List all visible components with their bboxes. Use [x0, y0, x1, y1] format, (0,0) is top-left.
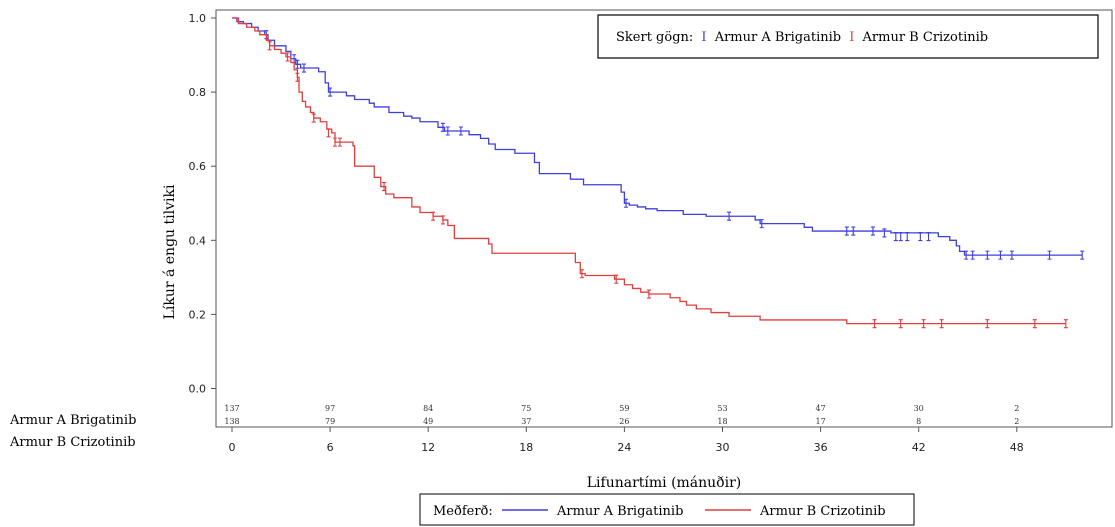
- risk-value-armur-a: 97: [325, 404, 335, 413]
- censor-mark-brigatinib: [328, 87, 333, 97]
- censor-mark-brigatinib: [1080, 250, 1085, 260]
- censor-legend-text: Skert gögn: I Armur A Brigatinib I Armur…: [616, 30, 988, 45]
- censor-mark-crizotinib: [285, 52, 290, 62]
- y-tick-label: 0.8: [189, 86, 207, 99]
- censor-mark-brigatinib: [445, 126, 450, 136]
- censor-mark-crizotinib: [311, 113, 316, 123]
- censor-mark-crizotinib: [985, 319, 990, 329]
- censor-mark-crizotinib: [431, 211, 436, 221]
- censor-mark-crizotinib: [939, 319, 944, 329]
- x-tick-label: 30: [716, 441, 730, 454]
- censor-mark-brigatinib: [893, 232, 898, 242]
- censor-mark-brigatinib: [998, 250, 1003, 260]
- y-axis-title: Líkur á engu tilviki: [162, 184, 178, 319]
- censor-mark-brigatinib: [970, 250, 975, 260]
- survival-line-brigatinib: [232, 17, 1083, 256]
- risk-value-armur-b: 49: [423, 417, 433, 426]
- risk-value-armur-a: 47: [816, 404, 826, 413]
- censor-legend-prefix: Skert gögn:: [616, 30, 693, 45]
- x-tick-label: 0: [229, 441, 236, 454]
- censor-mark-crizotinib: [337, 137, 342, 147]
- x-axis-title: Lifunartími (mánuðir): [587, 475, 742, 491]
- censor-mark-brigatinib: [985, 250, 990, 260]
- risk-value-armur-a: 84: [423, 404, 433, 413]
- censor-legend-item-b: Armur B Crizotinib: [862, 30, 989, 45]
- plot-frame: [215, 9, 1113, 428]
- censor-legend-item-a: Armur A Brigatinib: [714, 30, 841, 45]
- censor-mark-brigatinib: [759, 219, 764, 229]
- censor-mark-brigatinib: [440, 122, 445, 132]
- censor-mark-brigatinib: [458, 126, 463, 136]
- censor-mark-crizotinib: [646, 289, 651, 299]
- y-tick-label: 0.2: [189, 308, 207, 321]
- chart-marks: 0.0 0.2 0.4 0.6 0.8 1.0 0 6 12 18 24 30 36 42 48 137 97 8…: [189, 12, 1085, 454]
- censor-mark-crizotinib: [921, 319, 926, 329]
- risk-row-label-b: Armur B Crizotinib: [9, 435, 136, 450]
- censor-mark-brigatinib: [851, 226, 856, 236]
- risk-value-armur-a: 2: [1014, 404, 1019, 413]
- survival-line-crizotinib: [232, 17, 1066, 325]
- censor-legend: Skert gögn: I Armur A Brigatinib I Armur…: [597, 14, 1099, 59]
- censor-mark-crizotinib: [382, 182, 387, 192]
- x-tick-label: 12: [421, 441, 435, 454]
- censor-marker-b: I: [849, 30, 854, 45]
- x-tick-label: 6: [327, 441, 334, 454]
- x-tick-label: 24: [617, 441, 631, 454]
- censor-mark-crizotinib: [1063, 319, 1068, 329]
- censor-mark-crizotinib: [872, 319, 877, 329]
- risk-value-armur-a: 75: [521, 404, 531, 413]
- censor-mark-crizotinib: [898, 319, 903, 329]
- risk-value-armur-a: 53: [717, 404, 727, 413]
- risk-value-armur-b: 2: [1014, 417, 1019, 426]
- risk-value-armur-a: 59: [619, 404, 629, 413]
- censor-mark-brigatinib: [844, 226, 849, 236]
- risk-value-armur-b: 17: [816, 417, 826, 426]
- censor-mark-crizotinib: [267, 41, 272, 51]
- censor-mark-brigatinib: [918, 232, 923, 242]
- risk-row-label-a: Armur A Brigatinib: [9, 413, 136, 428]
- censor-mark-brigatinib: [905, 232, 910, 242]
- treatment-legend-title: Meðferð:: [433, 504, 493, 519]
- censor-mark-brigatinib: [295, 59, 300, 69]
- x-tick-label: 36: [814, 441, 828, 454]
- risk-value-armur-b: 26: [619, 417, 629, 426]
- y-tick-label: 0.6: [189, 160, 207, 173]
- censor-marker-a: I: [701, 30, 706, 45]
- treatment-legend: Meðferð: Armur A Brigatinib Armur B Criz…: [419, 493, 915, 526]
- censor-mark-brigatinib: [1009, 250, 1014, 260]
- risk-value-armur-b: 37: [521, 417, 531, 426]
- risk-value-armur-b: 18: [717, 417, 727, 426]
- censor-mark-brigatinib: [964, 250, 969, 260]
- censor-mark-crizotinib: [440, 215, 445, 225]
- treatment-legend-item-a: Armur A Brigatinib: [556, 504, 683, 519]
- y-tick-label: 0.0: [189, 383, 207, 396]
- censor-mark-brigatinib: [624, 198, 629, 208]
- risk-value-armur-b: 138: [224, 417, 239, 426]
- y-tick-label: 0.4: [189, 234, 207, 247]
- censor-legend-box: [597, 14, 1099, 59]
- censor-mark-crizotinib: [1032, 319, 1037, 329]
- x-tick-label: 48: [1010, 441, 1024, 454]
- censor-mark-brigatinib: [926, 232, 931, 242]
- censor-mark-crizotinib: [614, 274, 619, 284]
- risk-value-armur-a: 30: [914, 404, 924, 413]
- risk-value-armur-a: 137: [224, 404, 239, 413]
- censor-mark-brigatinib: [898, 232, 903, 242]
- risk-value-armur-b: 8: [916, 417, 921, 426]
- censor-mark-brigatinib: [882, 228, 887, 238]
- y-tick-label: 1.0: [189, 12, 207, 25]
- x-tick-label: 18: [519, 441, 533, 454]
- censor-mark-brigatinib: [301, 63, 306, 73]
- censor-mark-crizotinib: [326, 128, 331, 138]
- censor-mark-crizotinib: [333, 137, 337, 147]
- risk-value-armur-b: 79: [325, 417, 335, 426]
- x-tick-label: 42: [912, 441, 926, 454]
- censor-mark-crizotinib: [579, 269, 584, 279]
- censor-mark-crizotinib: [295, 72, 300, 82]
- censor-mark-brigatinib: [1047, 250, 1052, 260]
- censor-mark-brigatinib: [727, 211, 732, 221]
- censor-mark-brigatinib: [870, 226, 875, 236]
- treatment-legend-item-b: Armur B Crizotinib: [759, 504, 886, 519]
